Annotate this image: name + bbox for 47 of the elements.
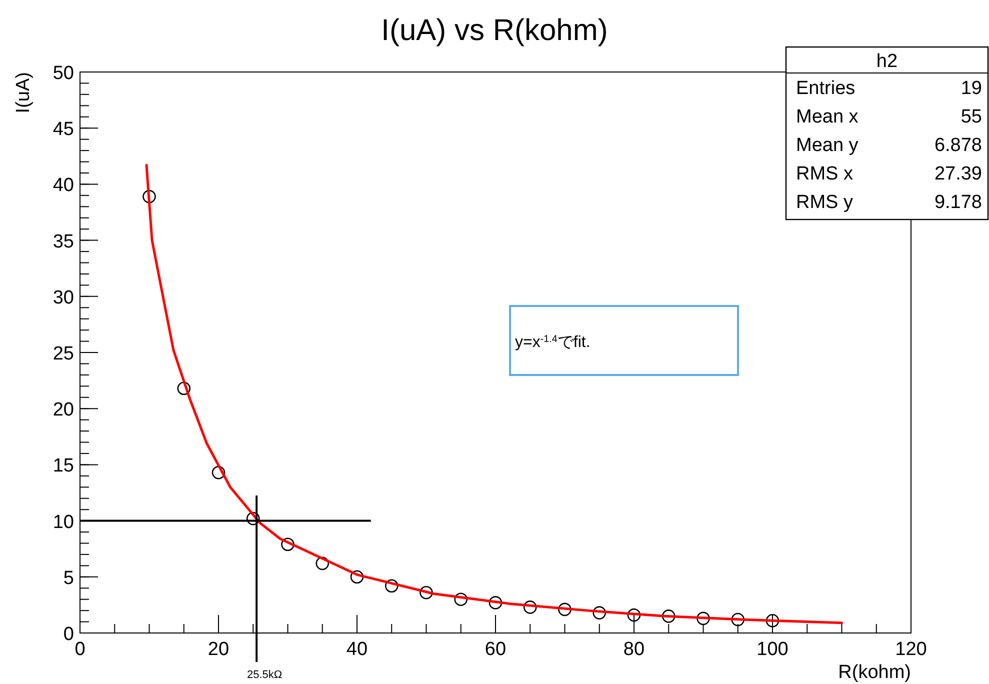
- ref-line-label: 25.5kΩ: [247, 669, 282, 681]
- y-tick-label: 5: [63, 568, 74, 589]
- text: RMS x 27.39: [796, 164, 982, 184]
- point: [696, 612, 710, 626]
- x-axis-title: R(kohm): [838, 662, 911, 683]
- text: Entries 19: [796, 78, 982, 99]
- x-tick-label: 20: [208, 639, 230, 660]
- chart-title: I(uA) vs R(kohm): [381, 14, 608, 47]
- y-tick-label: 10: [52, 512, 74, 533]
- y-tick-label: 30: [52, 287, 74, 308]
- y-tick-label: 0: [63, 624, 74, 645]
- point: [662, 610, 676, 623]
- y-tick-label: 15: [52, 456, 74, 477]
- y-tick-label: 50: [52, 63, 74, 84]
- y-tick-label: 20: [52, 400, 74, 421]
- y-tick-label: 45: [52, 119, 74, 140]
- text: Mean y 6.878: [796, 135, 982, 156]
- x-tick-label: 40: [346, 639, 368, 660]
- point: [420, 586, 433, 600]
- x-tick-label: 60: [484, 639, 506, 660]
- text: RMS y 9.178: [796, 192, 982, 213]
- point: [212, 466, 226, 480]
- annotation: y=x$^{-1.4}$でfit.: [515, 334, 590, 351]
- point: [766, 614, 780, 628]
- y-axis-title: I(uA): [13, 72, 34, 114]
- point: [592, 606, 606, 620]
- y-tick-label: 40: [52, 175, 74, 196]
- annotation: h2: [876, 51, 898, 72]
- x-tick-label: 80: [623, 639, 645, 660]
- point: [523, 600, 537, 614]
- point: [281, 538, 294, 552]
- y-tick-label: 35: [52, 231, 74, 252]
- y-tick-label: 25: [52, 344, 74, 364]
- text: Mean x 55: [796, 106, 982, 128]
- point: [627, 608, 641, 622]
- point: [177, 382, 191, 396]
- point: [350, 570, 364, 584]
- point: [384, 579, 398, 593]
- point: [316, 556, 330, 570]
- point: [731, 612, 745, 626]
- point: [142, 190, 156, 204]
- point: [558, 602, 572, 616]
- point: [488, 596, 502, 610]
- point: [246, 512, 260, 526]
- x-tick-label: 100: [756, 639, 788, 660]
- x-tick-label: 120: [895, 639, 927, 660]
- point: [454, 592, 468, 606]
